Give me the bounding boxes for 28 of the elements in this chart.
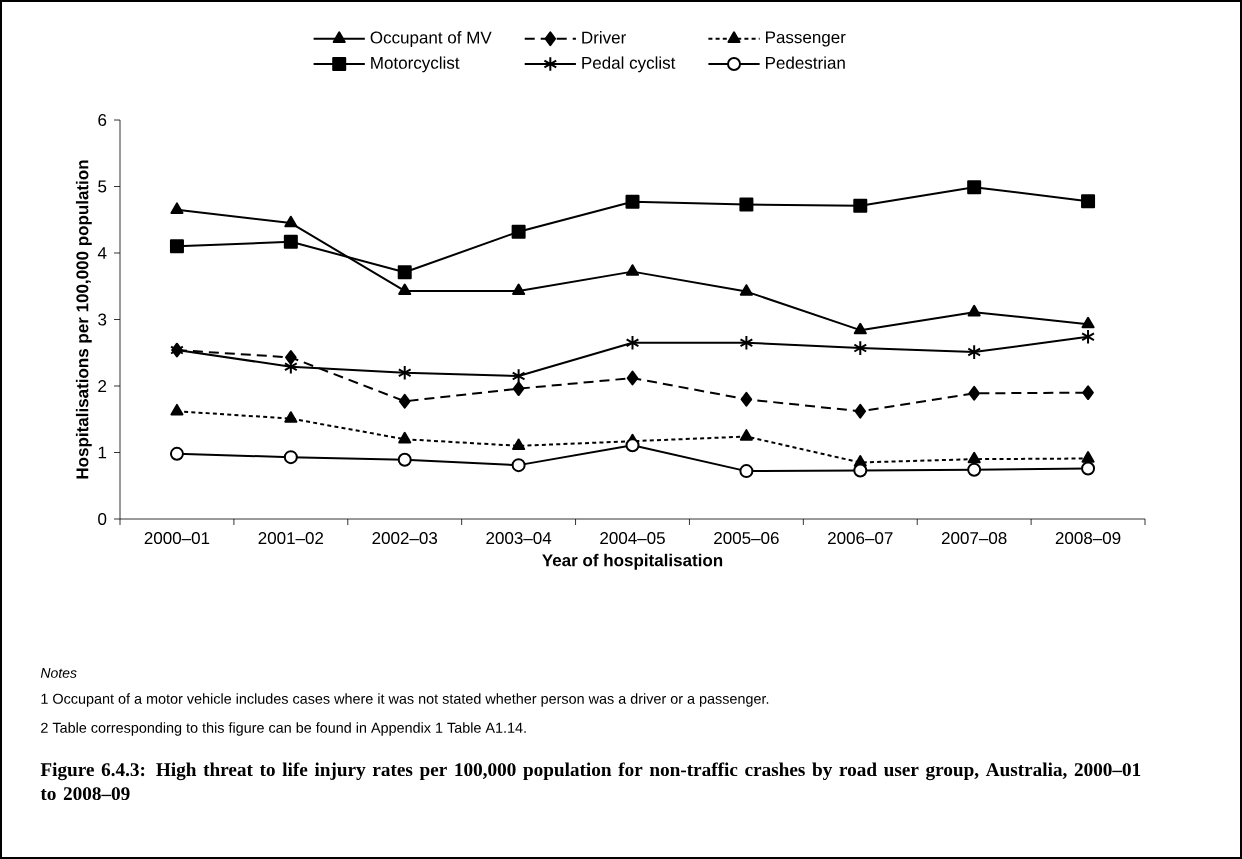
y-tick-label: 1 bbox=[98, 446, 107, 459]
x-tick-label: 2005–06 bbox=[714, 532, 779, 545]
x-tick-label: 2003–04 bbox=[486, 532, 552, 545]
y-tick-label: 0 bbox=[98, 513, 107, 526]
y-tick-label: 6 bbox=[98, 114, 107, 127]
y-tick-label: 5 bbox=[98, 180, 107, 193]
text: Notes bbox=[40, 668, 77, 678]
x-tick-label: 2004–05 bbox=[600, 532, 665, 545]
legend-label: Occupant of MV bbox=[370, 31, 492, 47]
y-tick-label: 2 bbox=[98, 380, 107, 392]
x-tick-label: 2008–09 bbox=[1055, 532, 1121, 545]
x-axis-title: Year of hospitalisation bbox=[542, 553, 723, 570]
legend-label: Motorcyclist bbox=[371, 56, 460, 73]
text: 2 Table corresponding to this figure can be found in Appendix 1 Table A1.14. bbox=[41, 722, 526, 736]
legend-label: Pedal cyclist bbox=[582, 56, 676, 73]
x-tick-label: 2006–07 bbox=[828, 532, 893, 545]
text: Figure 6.4.3: High threat to life injury rates per 100,000 population for non-traffic crashes by road user group, Australia, 2000–01 to 2008–09 bbox=[40, 762, 1141, 801]
y-tick-label: 4 bbox=[97, 247, 107, 259]
x-tick-label: 2001–02 bbox=[258, 532, 324, 545]
legend-label: Pedestrian bbox=[766, 56, 845, 69]
legend-label: Driver bbox=[582, 31, 626, 44]
y-axis-title: Hospitalisations per 100,000 population bbox=[75, 160, 92, 479]
x-tick-label: 2000–01 bbox=[144, 532, 210, 545]
x-tick-label: 2007–08 bbox=[941, 532, 1007, 545]
x-tick-label: 2002–03 bbox=[372, 532, 438, 545]
legend-label: Passenger bbox=[766, 31, 846, 47]
y-tick-label: 3 bbox=[98, 313, 107, 326]
text: 1 Occupant of a motor vehicle includes cases where it was not stated whether person was a driver or a passenger. bbox=[41, 693, 769, 707]
